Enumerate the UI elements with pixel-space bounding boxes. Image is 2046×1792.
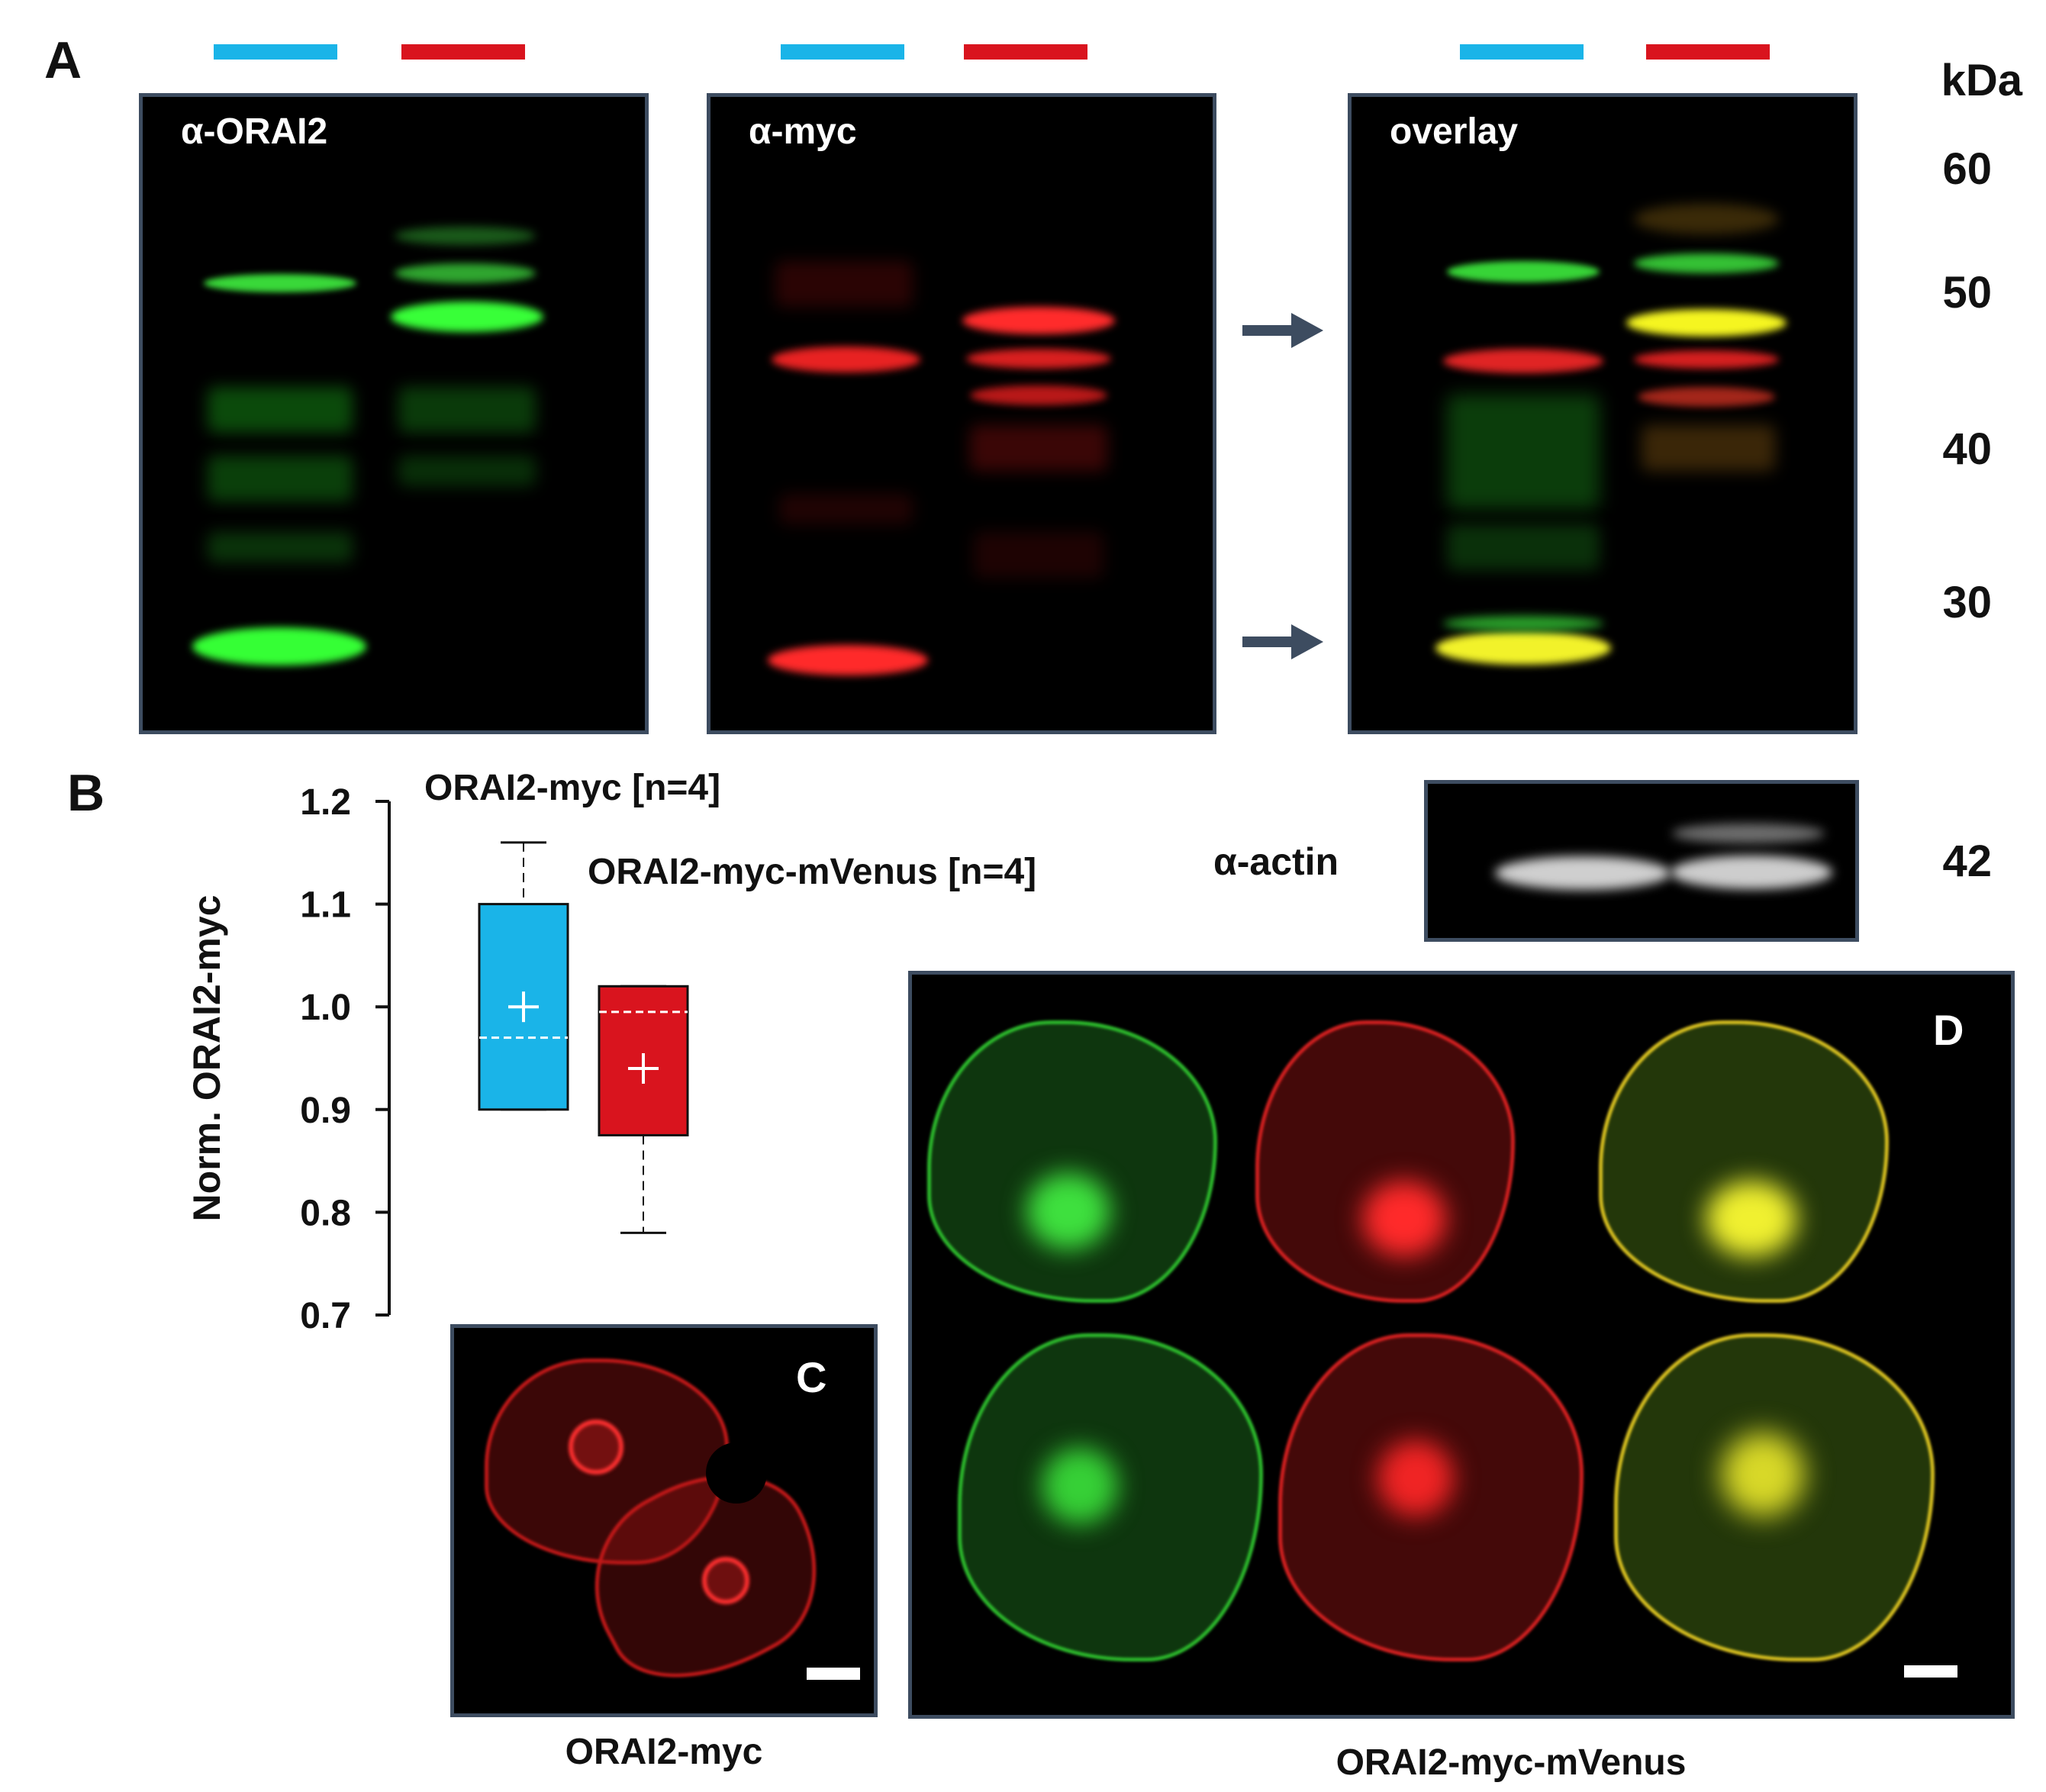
nucleus xyxy=(1042,1448,1118,1524)
band xyxy=(208,387,353,433)
band xyxy=(1634,350,1779,369)
lane-bar-orai2-myc-mvenus xyxy=(401,44,525,60)
band xyxy=(1495,856,1671,890)
band xyxy=(1443,616,1603,631)
kda-unit: kDa xyxy=(1941,56,2022,105)
legend-orai2-myc: ORAI2-myc [n=4] xyxy=(424,768,721,808)
micrograph-d: D xyxy=(908,971,2015,1719)
band xyxy=(768,645,928,675)
band xyxy=(1435,631,1611,665)
y-axis-label: Norm. ORAI2-myc xyxy=(185,895,228,1222)
band xyxy=(395,227,536,245)
y-tick-label: 1.2 xyxy=(300,782,351,823)
panel-c-label: C xyxy=(796,1353,827,1401)
y-tick-label: 0.7 xyxy=(300,1296,351,1336)
band xyxy=(1447,395,1600,509)
panel-d-label: D xyxy=(1933,1006,1964,1054)
band xyxy=(1642,425,1775,471)
band xyxy=(1634,204,1779,234)
lane-bar-orai2-myc xyxy=(1460,44,1584,60)
cell xyxy=(1599,1020,1889,1303)
kda-marker-60: 60 xyxy=(1942,144,1992,194)
panel-a-label: A xyxy=(44,31,82,89)
scale-bar xyxy=(1904,1665,1957,1678)
cell xyxy=(706,1442,767,1504)
kda-marker-30: 30 xyxy=(1942,578,1992,627)
lane-bar-orai2-myc-mvenus xyxy=(964,44,1087,60)
lane-bar-orai2-myc xyxy=(214,44,337,60)
band xyxy=(391,301,543,332)
lane-bar-orai2-myc xyxy=(781,44,904,60)
blot-title: α-myc xyxy=(749,111,857,152)
legend-orai2-myc-mvenus: ORAI2-myc-mVenus [n=4] xyxy=(588,852,1037,892)
band xyxy=(779,494,913,524)
band xyxy=(775,261,913,307)
nucleus xyxy=(1706,1181,1797,1257)
caption-c: ORAI2-myc xyxy=(565,1732,763,1772)
arrow-icon xyxy=(1242,313,1323,348)
cell xyxy=(927,1020,1217,1303)
actin-label: α-actin xyxy=(1213,840,1339,883)
caption-d: ORAI2-myc-mVenus xyxy=(1336,1742,1687,1783)
band xyxy=(970,385,1107,405)
scale-bar xyxy=(807,1668,860,1680)
kda-marker-42: 42 xyxy=(1942,836,1992,886)
kda-marker-40: 40 xyxy=(1942,424,1992,474)
band xyxy=(1626,309,1787,337)
band xyxy=(966,349,1111,369)
band xyxy=(962,307,1115,334)
band xyxy=(1671,856,1832,889)
blot-anti-orai2: α-ORAI2 xyxy=(139,93,649,734)
y-tick-label: 1.1 xyxy=(300,885,351,926)
arrow-icon xyxy=(1242,624,1323,659)
blot-overlay: overlay xyxy=(1348,93,1858,734)
band xyxy=(772,346,920,372)
band xyxy=(1447,524,1600,570)
band xyxy=(1634,253,1779,273)
y-tick-label: 1.0 xyxy=(300,988,351,1028)
kda-marker-50: 50 xyxy=(1942,268,1992,317)
band xyxy=(192,627,366,666)
band xyxy=(970,425,1107,471)
band xyxy=(974,532,1104,578)
lane-bar-orai2-myc-mvenus xyxy=(1646,44,1770,60)
band xyxy=(1443,349,1603,373)
band xyxy=(395,263,536,283)
band xyxy=(398,456,536,486)
nucleus xyxy=(702,1557,749,1604)
band xyxy=(208,456,353,501)
nucleus xyxy=(1362,1181,1446,1257)
blot-title: α-ORAI2 xyxy=(181,111,328,152)
blot-anti-myc: α-myc xyxy=(707,93,1216,734)
cell xyxy=(1255,1020,1515,1303)
blot-anti-actin xyxy=(1424,780,1859,942)
band xyxy=(208,532,353,562)
nucleus xyxy=(1026,1173,1110,1249)
band xyxy=(1672,823,1825,843)
band xyxy=(204,274,356,292)
y-tick-label: 0.9 xyxy=(300,1091,351,1131)
band xyxy=(398,387,536,433)
nucleus xyxy=(1377,1440,1454,1516)
y-tick-label: 0.8 xyxy=(300,1193,351,1233)
blot-title: overlay xyxy=(1390,111,1519,152)
panel-b-label: B xyxy=(67,764,105,822)
band xyxy=(1447,261,1600,282)
nucleus xyxy=(1721,1433,1805,1516)
micrograph-c: C xyxy=(450,1324,878,1717)
band xyxy=(1638,387,1775,407)
nucleus xyxy=(569,1420,623,1475)
